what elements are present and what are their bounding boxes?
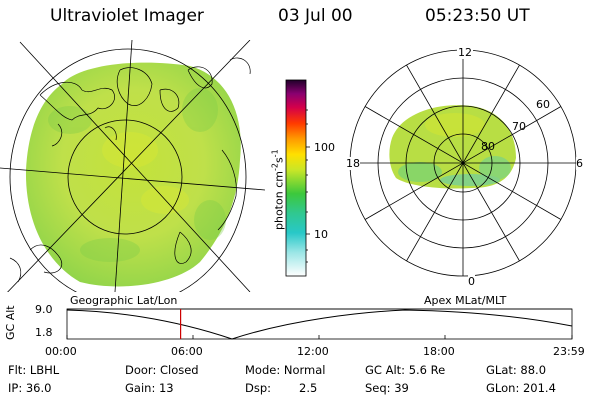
time-tick-1800: 18:00 [423, 345, 455, 358]
status-glat: GLat: 88.0 [486, 363, 547, 377]
geographic-label: Geographic Lat/Lon [70, 294, 178, 307]
status-dsp-value: 2.5 [299, 381, 318, 395]
status-ip: IP: 36.0 [8, 381, 52, 395]
mlat-label-60: 60 [536, 98, 550, 111]
altitude-ymax: 9.0 [35, 303, 53, 316]
mlt-label-0: 0 [468, 275, 475, 288]
colorbar-tick-10: 10 [314, 228, 328, 241]
status-glon: GLon: 201.4 [486, 381, 556, 395]
status-dsp-label: Dsp: [245, 381, 272, 395]
apex-label: Apex MLat/MLT [424, 294, 507, 307]
status-seq: Seq: 39 [365, 381, 409, 395]
apex-polar-plot [349, 49, 577, 277]
status-gain: Gain: 13 [125, 381, 174, 395]
mlt-label-18: 18 [346, 157, 360, 170]
altitude-ylabel: GC Alt [4, 305, 17, 340]
uv-emission-region [25, 62, 241, 287]
time-tick-1200: 12:00 [297, 345, 329, 358]
altitude-curve [66, 309, 573, 340]
status-door: Door: Closed [125, 363, 199, 377]
header-date: 03 Jul 00 [278, 6, 353, 26]
altitude-ticks [66, 335, 573, 339]
mlt-label-6: 6 [576, 157, 583, 170]
status-filter: Flt: LBHL [8, 363, 60, 377]
instrument-title: Ultraviolet Imager [50, 6, 204, 26]
altitude-plot-frame [66, 308, 573, 340]
mlat-label-70: 70 [512, 120, 526, 133]
mlat-label-80: 80 [481, 140, 495, 153]
colorbar [285, 79, 307, 277]
status-gc-alt: GC Alt: 5.6 Re [365, 363, 446, 377]
colorbar-unit-label: photon cm-2s-1 [270, 149, 286, 230]
time-tick-0600: 06:00 [171, 345, 203, 358]
colorbar-tick-100: 100 [314, 141, 335, 154]
mlt-label-12: 12 [457, 46, 473, 59]
header-time: 05:23:50 UT [425, 6, 530, 26]
time-tick-2359: 23:59 [553, 345, 585, 358]
time-tick-0000: 00:00 [45, 345, 77, 358]
altitude-ymin: 1.8 [35, 326, 53, 339]
geographic-image [0, 40, 265, 292]
altitude-plot [66, 308, 573, 340]
colorbar-ticks [306, 109, 310, 263]
status-mode: Mode: Normal [245, 363, 326, 377]
